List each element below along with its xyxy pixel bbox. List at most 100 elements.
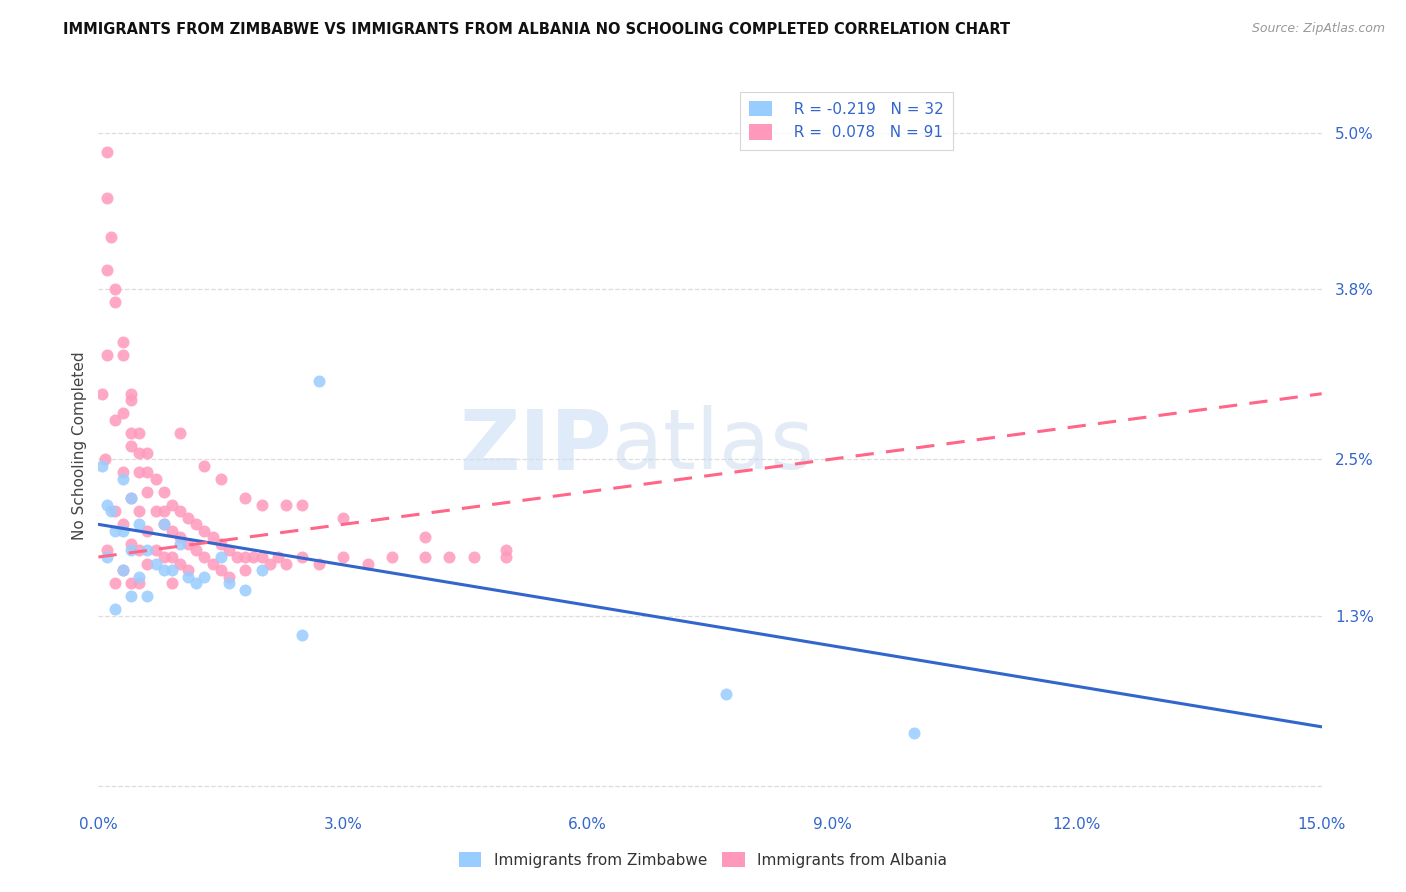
Point bbox=[495, 549, 517, 564]
Point bbox=[136, 557, 159, 571]
Point bbox=[177, 563, 200, 577]
Point bbox=[209, 472, 232, 486]
Point bbox=[136, 484, 159, 499]
Point bbox=[169, 557, 191, 571]
Point bbox=[111, 406, 134, 420]
Point bbox=[186, 517, 208, 532]
Point bbox=[120, 386, 142, 401]
Point bbox=[160, 498, 183, 512]
Text: atlas: atlas bbox=[612, 406, 814, 486]
Point bbox=[209, 537, 232, 551]
Point bbox=[104, 524, 127, 538]
Point bbox=[177, 511, 200, 525]
Legend: Immigrants from Zimbabwe, Immigrants from Albania: Immigrants from Zimbabwe, Immigrants fro… bbox=[453, 846, 953, 873]
Point bbox=[463, 549, 485, 564]
Point bbox=[209, 549, 232, 564]
Point bbox=[152, 504, 174, 518]
Point bbox=[96, 145, 118, 160]
Point bbox=[120, 439, 142, 453]
Point bbox=[111, 563, 134, 577]
Point bbox=[136, 465, 159, 479]
Point bbox=[716, 687, 738, 701]
Point bbox=[169, 504, 191, 518]
Point bbox=[152, 517, 174, 532]
Point bbox=[495, 543, 517, 558]
Point bbox=[136, 524, 159, 538]
Point bbox=[145, 504, 167, 518]
Point bbox=[111, 347, 134, 362]
Point bbox=[104, 413, 127, 427]
Point bbox=[145, 557, 167, 571]
Point bbox=[169, 425, 191, 440]
Point bbox=[111, 334, 134, 349]
Point bbox=[903, 726, 925, 740]
Point bbox=[120, 543, 142, 558]
Point bbox=[193, 458, 215, 473]
Point bbox=[96, 191, 118, 205]
Point bbox=[250, 498, 273, 512]
Point bbox=[308, 374, 330, 388]
Point bbox=[104, 295, 127, 310]
Point bbox=[128, 445, 150, 459]
Point bbox=[96, 549, 118, 564]
Point bbox=[381, 549, 404, 564]
Point bbox=[145, 472, 167, 486]
Point bbox=[94, 452, 117, 467]
Point bbox=[201, 557, 224, 571]
Point bbox=[233, 563, 256, 577]
Point bbox=[291, 549, 314, 564]
Point bbox=[218, 569, 240, 583]
Point bbox=[233, 582, 256, 597]
Point bbox=[242, 549, 264, 564]
Point bbox=[120, 425, 142, 440]
Point bbox=[100, 230, 122, 244]
Y-axis label: No Schooling Completed: No Schooling Completed bbox=[72, 351, 87, 541]
Text: IMMIGRANTS FROM ZIMBABWE VS IMMIGRANTS FROM ALBANIA NO SCHOOLING COMPLETED CORRE: IMMIGRANTS FROM ZIMBABWE VS IMMIGRANTS F… bbox=[63, 22, 1011, 37]
Point bbox=[128, 569, 150, 583]
Point bbox=[169, 537, 191, 551]
Point bbox=[308, 557, 330, 571]
Point bbox=[233, 491, 256, 506]
Point bbox=[96, 262, 118, 277]
Point bbox=[193, 524, 215, 538]
Point bbox=[250, 563, 273, 577]
Point bbox=[201, 530, 224, 544]
Point bbox=[136, 543, 159, 558]
Point bbox=[332, 549, 354, 564]
Point bbox=[193, 569, 215, 583]
Point bbox=[91, 458, 114, 473]
Point bbox=[250, 549, 273, 564]
Point bbox=[152, 484, 174, 499]
Point bbox=[128, 576, 150, 591]
Point bbox=[96, 543, 118, 558]
Point bbox=[274, 557, 297, 571]
Point bbox=[160, 549, 183, 564]
Point bbox=[91, 386, 114, 401]
Point bbox=[152, 517, 174, 532]
Point bbox=[209, 563, 232, 577]
Point bbox=[128, 543, 150, 558]
Point bbox=[96, 347, 118, 362]
Point bbox=[152, 549, 174, 564]
Point bbox=[111, 472, 134, 486]
Point bbox=[136, 589, 159, 603]
Point bbox=[218, 576, 240, 591]
Point bbox=[437, 549, 460, 564]
Point bbox=[186, 543, 208, 558]
Text: ZIP: ZIP bbox=[460, 406, 612, 486]
Point bbox=[267, 549, 290, 564]
Point bbox=[128, 425, 150, 440]
Point bbox=[218, 543, 240, 558]
Point bbox=[413, 549, 436, 564]
Point bbox=[104, 504, 127, 518]
Point bbox=[160, 576, 183, 591]
Point bbox=[111, 465, 134, 479]
Point bbox=[104, 576, 127, 591]
Point bbox=[356, 557, 378, 571]
Point bbox=[169, 530, 191, 544]
Point bbox=[136, 445, 159, 459]
Point bbox=[291, 628, 314, 642]
Point bbox=[120, 491, 142, 506]
Point bbox=[332, 511, 354, 525]
Point bbox=[100, 504, 122, 518]
